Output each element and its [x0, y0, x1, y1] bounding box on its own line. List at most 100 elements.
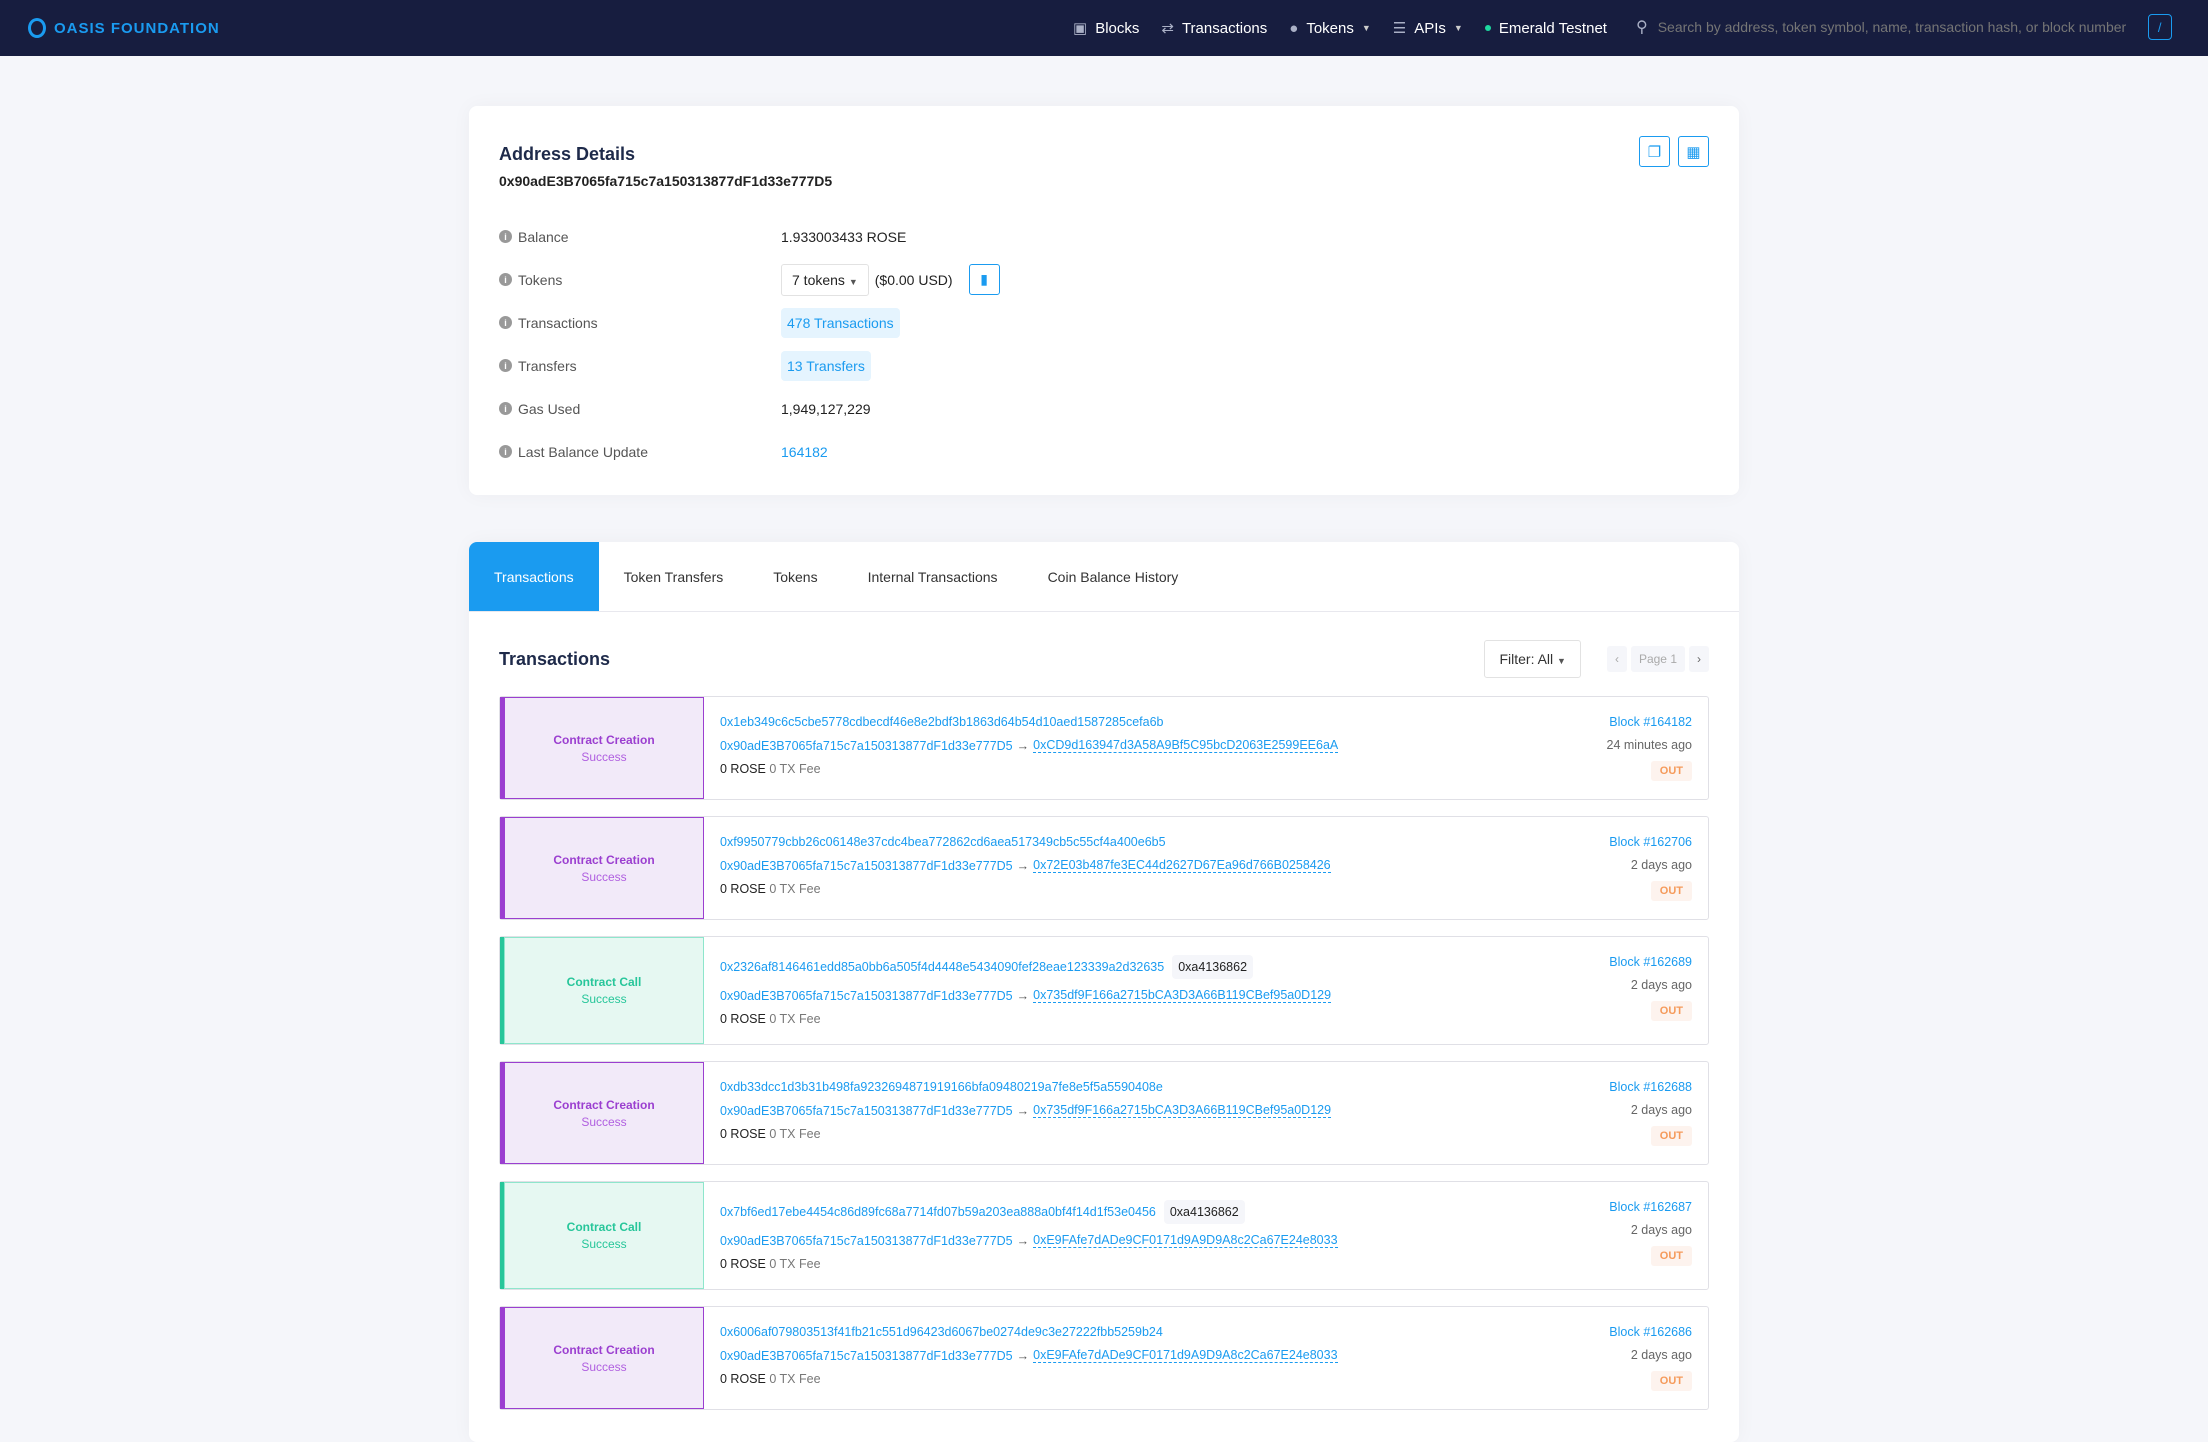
from-address-link[interactable]: 0x90adE3B7065fa715c7a150313877dF1d33e777… [720, 1103, 1013, 1118]
transaction-type-tile: Contract Call Success [500, 1182, 704, 1289]
transaction-value: 0 ROSE [720, 882, 766, 896]
top-navbar: OASIS FOUNDATION ▣ Blocks ⇄ Transactions ●… [0, 0, 2208, 56]
from-address-link[interactable]: 0x90adE3B7065fa715c7a150313877dF1d33e777… [720, 988, 1013, 1003]
transaction-value: 0 ROSE [720, 1257, 766, 1271]
tab-coin-balance-history[interactable]: Coin Balance History [1047, 568, 1179, 585]
to-address-link[interactable]: 0xCD9d163947d3A58A9Bf5C95bcD2063E2599EE6… [1033, 738, 1339, 753]
direction-badge: OUT [1650, 1001, 1692, 1021]
to-address-link[interactable]: 0xE9FAfe7dADe9CF0171d9A9D9A8c2Ca67E24e80… [1033, 1348, 1338, 1363]
network-selector[interactable]: Emerald Testnet [1484, 19, 1607, 37]
tab-token-transfers[interactable]: Token Transfers [623, 568, 724, 585]
info-icon[interactable]: i [499, 402, 512, 415]
info-icon[interactable]: i [499, 273, 512, 286]
tab-tokens[interactable]: Tokens [773, 568, 818, 585]
wallet-icon: ▮ [980, 271, 988, 287]
to-address-link[interactable]: 0xE9FAfe7dADe9CF0171d9A9D9A8c2Ca67E24e80… [1033, 1233, 1338, 1248]
nav-transactions[interactable]: ⇄ Transactions [1161, 19, 1267, 38]
nav-label: APIs [1414, 19, 1446, 37]
transaction-value: 0 ROSE [720, 1127, 766, 1141]
transaction-hash-link[interactable]: 0x7bf6ed17ebe4454c86d89fc68a7714fd07b59a… [720, 1205, 1156, 1219]
copy-address-button[interactable]: ❐ [1639, 136, 1670, 167]
coins-icon: ● [1289, 19, 1299, 37]
transaction-hash-link[interactable]: 0xf9950779cbb26c06148e37cdc4bea772862cd6… [720, 835, 1166, 849]
info-icon[interactable]: i [499, 359, 512, 372]
from-address-link[interactable]: 0x90adE3B7065fa715c7a150313877dF1d33e777… [720, 1233, 1013, 1248]
search-bar: ⚲ / [1636, 14, 2172, 40]
transaction-type: Contract Call [566, 1220, 642, 1234]
info-icon[interactable]: i [499, 316, 512, 329]
wallet-button[interactable]: ▮ [968, 264, 1000, 295]
transaction-type: Contract Creation [553, 852, 655, 867]
transaction-time: 2 days ago [1630, 1348, 1692, 1362]
info-icon[interactable]: i [499, 230, 512, 243]
search-icon: ⚲ [1636, 19, 1648, 36]
block-link[interactable]: Block #162687 [1609, 1200, 1692, 1214]
list-icon: ☰ [1392, 20, 1407, 37]
transaction-value: 0 ROSE [720, 1012, 766, 1026]
address-hash: 0x90adE3B7065fa715c7a150313877dF1d33e777… [499, 173, 833, 189]
chevron-down-icon: ▼ [1453, 23, 1463, 33]
block-link[interactable]: Block #162689 [1609, 955, 1692, 969]
nav-blocks[interactable]: ▣ Blocks [1073, 19, 1139, 38]
transactions-list: Contract Creation Success 0x1eb349c6c5cbe… [469, 696, 1739, 1410]
qr-code-button[interactable]: ▦ [1678, 136, 1709, 167]
transaction-time: 2 days ago [1630, 1223, 1692, 1237]
block-link[interactable]: Block #162686 [1609, 1325, 1692, 1339]
logo-text: OASIS FOUNDATION [54, 19, 220, 37]
tab-internal-transactions[interactable]: Internal Transactions [867, 568, 998, 585]
direction-badge: OUT [1650, 1371, 1692, 1391]
search-input[interactable] [1657, 19, 2138, 35]
transaction-hash-link[interactable]: 0x1eb349c6c5cbe5778cdbecdf46e8e2bdf3b186… [720, 715, 1164, 729]
transaction-fee: 0 TX Fee [769, 1127, 821, 1141]
transaction-row: Contract Creation Success 0xf9950779cbb26… [499, 816, 1709, 920]
network-label: Emerald Testnet [1498, 19, 1607, 37]
next-page-button[interactable]: › [1689, 646, 1709, 672]
transaction-hash-link[interactable]: 0xdb33dcc1d3b31b498fa9232694871919166bfa… [720, 1080, 1163, 1094]
to-address-link[interactable]: 0x735df9F166a2715bCA3D3A66B119CBef95a0D1… [1033, 1103, 1332, 1118]
tokens-dropdown[interactable]: 7 tokens ▼ [781, 263, 869, 296]
from-address-link[interactable]: 0x90adE3B7065fa715c7a150313877dF1d33e777… [720, 1348, 1013, 1363]
copy-icon: ❐ [1647, 143, 1662, 161]
last-balance-update-label: Last Balance Update [518, 443, 648, 460]
transaction-type: Contract Creation [553, 1097, 655, 1112]
tokens-usd-value: ($0.00 USD) [874, 271, 953, 288]
oasis-logo[interactable]: OASIS FOUNDATION [28, 18, 220, 38]
chevron-down-icon: ▼ [848, 276, 858, 287]
block-link[interactable]: Block #162688 [1609, 1080, 1692, 1094]
transaction-value: 0 ROSE [720, 762, 766, 776]
transaction-hash-link[interactable]: 0x6006af079803513f41fb21c551d96423d6067b… [720, 1325, 1163, 1339]
filter-value: Filter: All [1499, 651, 1554, 667]
nav-apis[interactable]: ☰ APIs ▼ [1392, 19, 1463, 38]
filter-dropdown[interactable]: Filter: All ▼ [1484, 640, 1581, 678]
transfers-count-link[interactable]: 13 Transfers [781, 350, 871, 381]
transaction-hash-link[interactable]: 0x2326af8146461edd85a0bb6a505f4d4448e543… [720, 960, 1165, 974]
transaction-status: Success [581, 1237, 627, 1251]
from-address-link[interactable]: 0x90adE3B7065fa715c7a150313877dF1d33e777… [720, 738, 1013, 753]
balance-value: 1.933003433 ROSE [781, 228, 907, 245]
info-icon[interactable]: i [499, 445, 512, 458]
transactions-row: i Transactions 478 Transactions [499, 301, 1709, 344]
tab-transactions[interactable]: Transactions [469, 542, 599, 611]
to-address-link[interactable]: 0x72E03b487fe3EC44d2627D67Ea96d766B02584… [1033, 858, 1331, 873]
arrow-right-icon: → [1016, 1233, 1030, 1248]
transaction-status: Success [581, 749, 627, 764]
prev-page-button[interactable]: ‹ [1606, 646, 1627, 672]
tokens-dropdown-value: 7 tokens [792, 271, 845, 288]
transaction-row: Contract Call Success 0x7bf6ed17ebe4454c8… [499, 1181, 1709, 1290]
block-link[interactable]: Block #162706 [1609, 835, 1692, 849]
from-address-link[interactable]: 0x90adE3B7065fa715c7a150313877dF1d33e777… [720, 858, 1013, 873]
transaction-fee: 0 TX Fee [769, 762, 821, 776]
transactions-count-link[interactable]: 478 Transactions [781, 307, 900, 338]
gas-used-label: Gas Used [518, 400, 581, 417]
block-link[interactable]: Block #164182 [1609, 715, 1692, 729]
direction-badge: OUT [1650, 761, 1692, 781]
nav-tokens[interactable]: ● Tokens ▼ [1289, 20, 1371, 37]
to-address-link[interactable]: 0x735df9F166a2715bCA3D3A66B119CBef95a0D1… [1033, 988, 1332, 1003]
page-title: Address Details [499, 144, 636, 164]
current-page: Page 1 [1630, 646, 1685, 672]
search-shortcut-key: / [2147, 14, 2172, 40]
last-balance-update-link[interactable]: 164182 [781, 443, 828, 460]
gas-used-row: i Gas Used 1,949,127,229 [499, 387, 1709, 430]
network-status-dot [1484, 25, 1491, 31]
transaction-type-tile: Contract Creation Success [500, 817, 704, 919]
